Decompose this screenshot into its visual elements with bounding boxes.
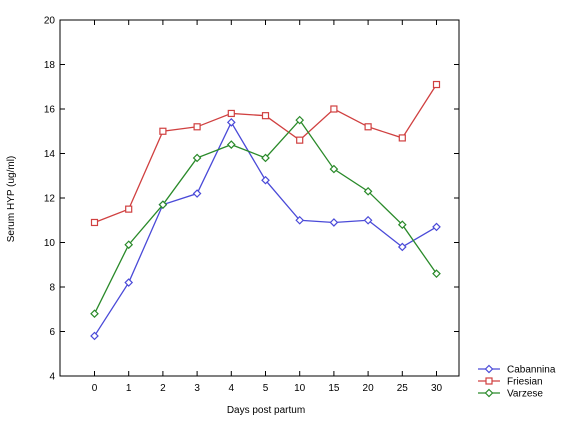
data-point-cabannina (90, 331, 99, 341)
data-point-cabannina (261, 175, 270, 185)
series-varzese (90, 115, 441, 319)
legend-marker-friesian (485, 377, 493, 385)
data-point-friesian (296, 136, 304, 144)
data-point-cabannina (397, 242, 407, 252)
x-tick-label: 3 (194, 383, 200, 394)
plot-area-frame (59, 19, 460, 377)
x-tick-label: 15 (328, 383, 340, 394)
data-point-varzese (397, 220, 407, 230)
legend-label-friesian: Friesian (507, 377, 543, 388)
x-axis: 0 1 2 3 4 5 10 15 20 25 30 (92, 20, 443, 394)
data-point-friesian (261, 112, 270, 120)
data-point-cabannina (124, 278, 134, 287)
data-point-friesian (432, 80, 441, 89)
x-tick-label: 5 (263, 383, 269, 394)
y-tick-label: 16 (44, 105, 56, 116)
y-tick-label: 18 (44, 60, 56, 71)
data-point-varzese (363, 186, 373, 196)
y-tick-label: 14 (44, 149, 56, 160)
x-tick-label: 1 (126, 383, 132, 394)
series-layer (90, 80, 441, 341)
data-point-friesian (364, 123, 372, 131)
x-tick-label: 2 (160, 383, 166, 394)
legend-item-varzese: Varzese (478, 389, 543, 400)
x-axis-label: Days post partum (227, 405, 305, 416)
data-point-friesian (330, 105, 338, 113)
data-point-varzese (124, 240, 134, 250)
data-point-varzese (329, 164, 339, 174)
x-tick-label: 0 (92, 383, 98, 394)
series-friesian (90, 80, 441, 227)
y-axis-label: Serum HYP (ug/ml) (6, 156, 17, 243)
data-point-varzese (295, 115, 305, 125)
data-point-cabannina (432, 222, 441, 232)
y-tick-label: 8 (49, 283, 55, 294)
series-line-friesian (94, 84, 438, 224)
y-tick-label: 6 (49, 327, 55, 338)
data-point-friesian (398, 134, 406, 142)
data-point-cabannina (192, 189, 202, 198)
legend-item-cabannina: Cabannina (478, 365, 556, 376)
data-point-cabannina (226, 118, 236, 127)
data-point-varzese (432, 269, 441, 278)
x-tick-label: 10 (294, 383, 306, 394)
data-point-varzese (192, 153, 202, 163)
y-tick-label: 12 (44, 194, 56, 205)
data-point-friesian (193, 123, 201, 131)
y-tick-label: 20 (44, 16, 56, 27)
x-tick-label: 20 (363, 383, 375, 394)
data-point-cabannina (295, 215, 305, 225)
legend-label-varzese: Varzese (507, 389, 543, 400)
legend-label-cabannina: Cabannina (507, 365, 556, 376)
series-cabannina (90, 118, 441, 341)
data-point-friesian (227, 109, 235, 118)
legend-item-friesian: Friesian (478, 377, 543, 388)
x-tick-label: 4 (229, 383, 235, 394)
x-tick-label: 25 (397, 383, 409, 394)
data-point-varzese (90, 309, 99, 319)
x-tick-label: 30 (431, 383, 443, 394)
data-point-cabannina (329, 218, 339, 227)
data-point-friesian (159, 127, 167, 135)
data-point-cabannina (363, 215, 373, 225)
series-line-varzese (93, 119, 438, 314)
data-point-varzese (226, 140, 236, 149)
data-point-varzese (261, 153, 270, 163)
data-point-varzese (158, 200, 168, 210)
legend-marker-varzese (484, 388, 494, 398)
data-point-friesian (125, 205, 133, 213)
y-tick-label: 10 (44, 238, 56, 249)
legend-marker-cabannina (484, 364, 494, 374)
y-axis: 4 6 8 10 12 14 16 18 20 (44, 16, 459, 383)
data-point-friesian (90, 218, 99, 227)
y-tick-label: 4 (49, 372, 55, 383)
